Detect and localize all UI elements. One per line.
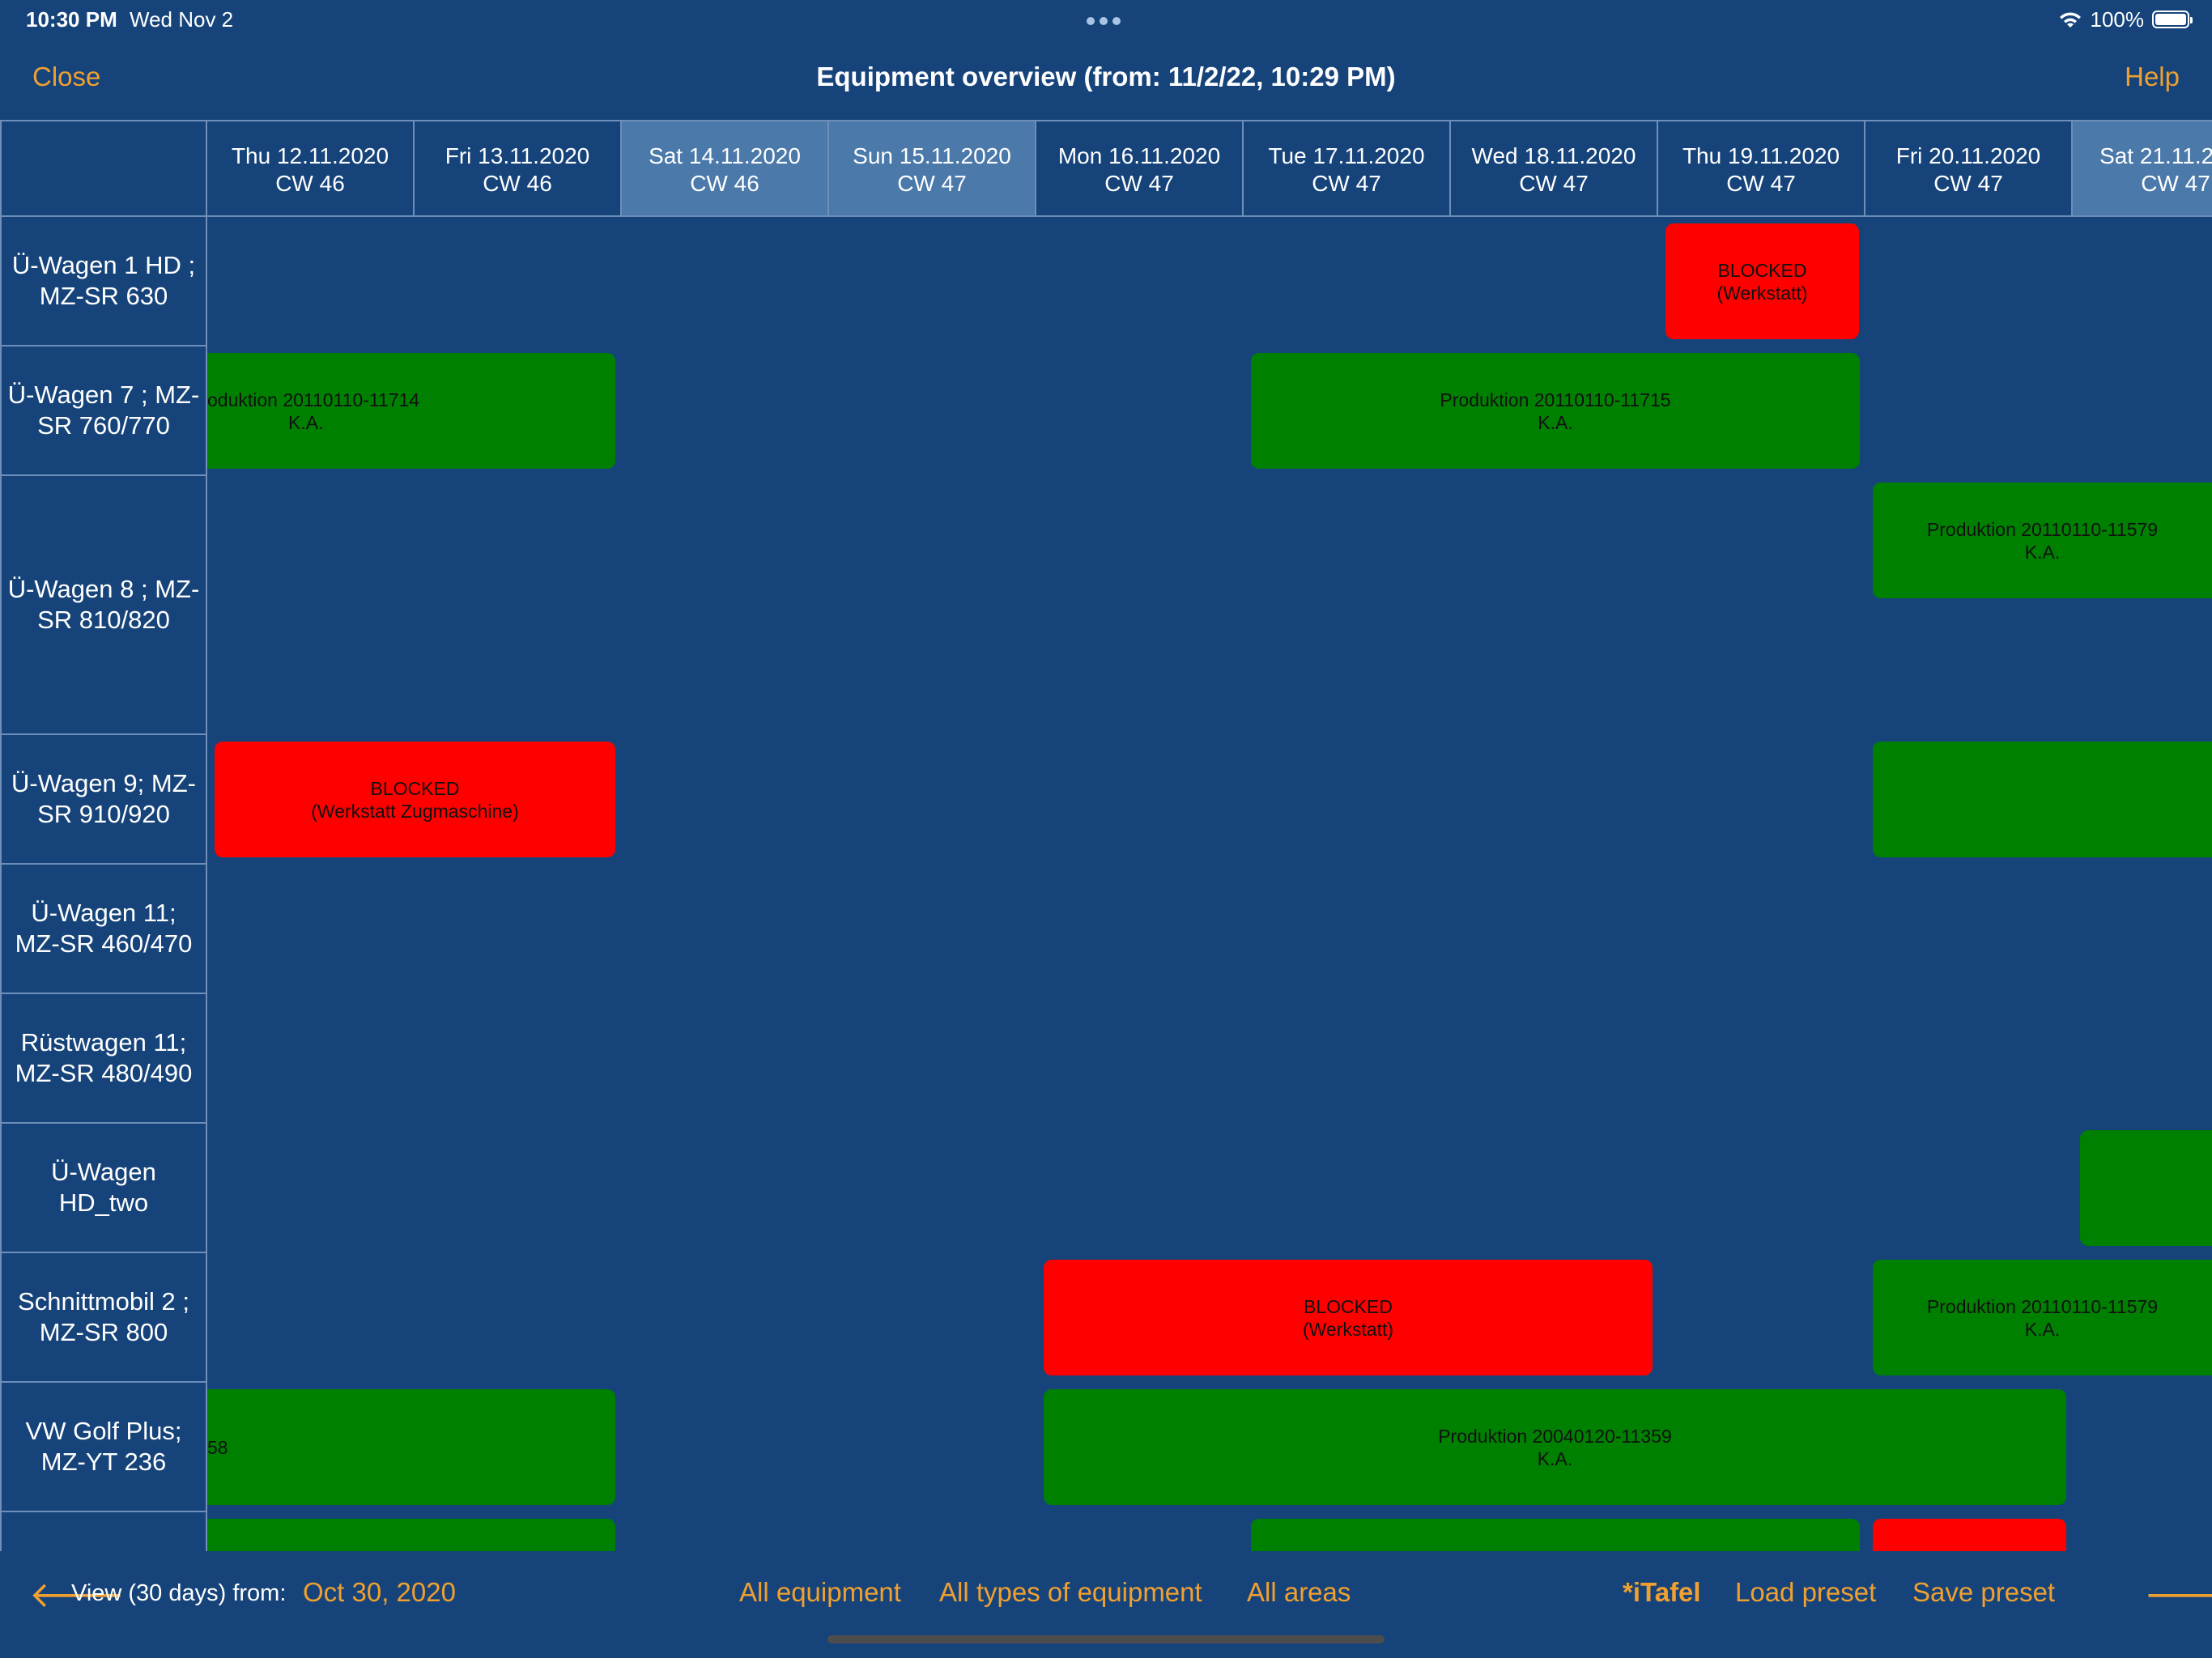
calendar-week: CW 47 [897, 171, 967, 196]
day-header[interactable]: Fri 13.11.2020 CW 46 [415, 120, 622, 217]
calendar-week: CW 46 [690, 171, 759, 196]
day-header[interactable]: Sat 14.11.2020 CW 46 [622, 120, 829, 217]
booking-subtitle: K.A. [2024, 1318, 2061, 1340]
help-button[interactable]: Help [2125, 62, 2180, 91]
day-header[interactable]: Fri 20.11.2020 CW 47 [1865, 120, 2073, 217]
day-date: Thu 19.11.2020 [1682, 143, 1840, 168]
calendar-week: CW 47 [1933, 171, 2003, 196]
blocked-booking[interactable] [1873, 1519, 2066, 1551]
booking-subtitle: K.A. [1537, 1448, 1573, 1469]
equipment-row-label[interactable]: VW Golf Plus; MZ-YT 236 [0, 1383, 207, 1512]
close-button[interactable]: Close [32, 62, 101, 91]
equipment-row-label[interactable]: Ü-Wagen 1 HD ; MZ-SR 630 [0, 217, 207, 346]
battery-icon [2152, 11, 2193, 28]
production-booking[interactable]: Produktion 20110110-11579 K.A. [1873, 483, 2212, 598]
day-header[interactable]: Thu 19.11.2020 CW 47 [1658, 120, 1865, 217]
day-date: Wed 18.11.2020 [1471, 143, 1636, 168]
arrow-left-icon[interactable]: 🡐 [29, 1575, 125, 1615]
wifi-icon [2059, 12, 2081, 28]
booking-subtitle: K.A. [288, 411, 324, 433]
filter-all-areas[interactable]: All areas [1247, 1577, 1351, 1607]
booking-subtitle: (Werkstatt) [1302, 1318, 1394, 1340]
booking-subtitle: K.A. [1538, 411, 1573, 433]
booking-title: BLOCKED [370, 777, 460, 799]
equipment-row-label[interactable]: Ü-Wagen 8 ; MZ-SR 810/820 [0, 476, 207, 735]
navigation-bar: Equipment overview (from: 11/2/22, 10:29… [0, 39, 2212, 120]
itafel-preset[interactable]: *iTafel [1623, 1577, 1701, 1607]
day-date: Mon 16.11.2020 [1057, 143, 1221, 168]
equipment-row-label[interactable]: Schnittmobil 2 ; MZ-SR 800 [0, 1253, 207, 1383]
booking-title: Produktion 20110110-11579 [1926, 1295, 2159, 1317]
view-date-picker[interactable]: Oct 30, 2020 [303, 1577, 456, 1607]
status-right: 100% [2058, 6, 2193, 32]
booking-subtitle: (Werkstatt Zugmaschine) [311, 800, 519, 822]
equipment-row-label[interactable]: Ü-Wagen 11; MZ-SR 460/470 [0, 865, 207, 994]
booking-title: Produktion 20110110-11579 [1926, 518, 2159, 540]
calendar-week: CW 46 [483, 171, 552, 196]
filter-all-types[interactable]: All types of equipment [939, 1577, 1202, 1607]
status-time: 10:30 PM [26, 7, 117, 32]
booking-title: BLOCKED [1304, 1295, 1393, 1317]
calendar-week: CW 47 [1312, 171, 1381, 196]
calendar-week: CW 47 [1519, 171, 1589, 196]
day-header[interactable]: Thu 12.11.2020 CW 46 [207, 120, 415, 217]
equipment-row-label[interactable]: Ü-Wagen 7 ; MZ-SR 760/770 [0, 346, 207, 476]
booking-title: oduktion 20110110-11714 [207, 389, 420, 410]
equipment-row-label[interactable]: Ü-Wagen HD_two [0, 1124, 207, 1253]
production-booking[interactable] [1251, 1519, 1860, 1551]
status-bar: 10:30 PM Wed Nov 2 100% [0, 0, 2212, 39]
day-date: Sat 21.11.2020 [2099, 143, 2212, 168]
arrow-right-icon[interactable]: 🡒 [2144, 1575, 2212, 1615]
production-booking[interactable] [207, 1519, 615, 1551]
page-title: Equipment overview (from: 11/2/22, 10:29… [816, 62, 1396, 91]
calendar-week: CW 47 [1104, 171, 1174, 196]
production-booking[interactable]: Produktion 20110110-11715 K.A. [1251, 353, 1860, 469]
view-range-label: View (30 days) from: [71, 1580, 287, 1606]
production-booking[interactable]: Produktion 20110110-11579 K.A. [1873, 1260, 2212, 1375]
booking-subtitle: K.A. [2024, 541, 2061, 563]
blocked-booking[interactable]: BLOCKED (Werkstatt) [1665, 223, 1859, 339]
equipment-schedule-grid[interactable]: Thu 12.11.2020 CW 46 Fri 13.11.2020 CW 46 Sa… [0, 120, 2212, 1551]
calendar-week: CW 47 [1726, 171, 1796, 196]
day-header[interactable]: Sun 15.11.2020 CW 47 [829, 120, 1036, 217]
day-date: Tue 17.11.2020 [1268, 143, 1425, 168]
production-booking[interactable] [1873, 742, 2212, 857]
load-preset-button[interactable]: Load preset [1735, 1577, 1877, 1607]
grid-corner [0, 120, 207, 217]
day-date: Sat 14.11.2020 [649, 143, 801, 168]
blocked-booking[interactable]: BLOCKED (Werkstatt) [1044, 1260, 1653, 1375]
production-booking[interactable] [2080, 1130, 2212, 1246]
status-date: Wed Nov 2 [130, 7, 234, 32]
production-booking[interactable]: oduktion 20110110-11714 K.A. [207, 353, 615, 469]
booking-title: 58 [207, 1436, 228, 1458]
day-date: Thu 12.11.2020 [231, 143, 389, 168]
equipment-row-label[interactable]: Rüstwagen 11; MZ-SR 480/490 [0, 994, 207, 1124]
booking-title: Produktion 20040120-11359 [1438, 1425, 1672, 1447]
booking-subtitle: (Werkstatt) [1716, 282, 1808, 304]
production-booking[interactable]: 58 [207, 1389, 615, 1505]
day-header[interactable]: Tue 17.11.2020 CW 47 [1244, 120, 1451, 217]
booking-title: Produktion 20110110-11715 [1440, 389, 1671, 410]
day-date: Fri 13.11.2020 [445, 143, 590, 168]
multitasking-dots-icon[interactable] [1087, 15, 1125, 25]
day-header[interactable]: Wed 18.11.2020 CW 47 [1451, 120, 1658, 217]
equipment-row-label[interactable]: Opel Zafira ; [0, 1512, 207, 1551]
day-date: Fri 20.11.2020 [1895, 143, 2041, 168]
booking-title: BLOCKED [1717, 259, 1807, 281]
day-header[interactable]: Mon 16.11.2020 CW 47 [1036, 120, 1244, 217]
calendar-week: CW 46 [275, 171, 345, 196]
day-header[interactable]: Sat 21.11.2020 CW 47 [2073, 120, 2212, 217]
blocked-booking[interactable]: BLOCKED (Werkstatt Zugmaschine) [215, 742, 615, 857]
equipment-row-label[interactable]: Ü-Wagen 9; MZ-SR 910/920 [0, 735, 207, 865]
battery-percent: 100% [2090, 6, 2145, 32]
home-indicator [827, 1635, 1385, 1643]
calendar-week: CW 47 [2141, 171, 2210, 196]
production-booking[interactable]: Produktion 20040120-11359 K.A. [1044, 1389, 2066, 1505]
day-date: Sun 15.11.2020 [853, 143, 1011, 168]
filter-all-equipment[interactable]: All equipment [739, 1577, 901, 1607]
save-preset-button[interactable]: Save preset [1912, 1577, 2056, 1607]
